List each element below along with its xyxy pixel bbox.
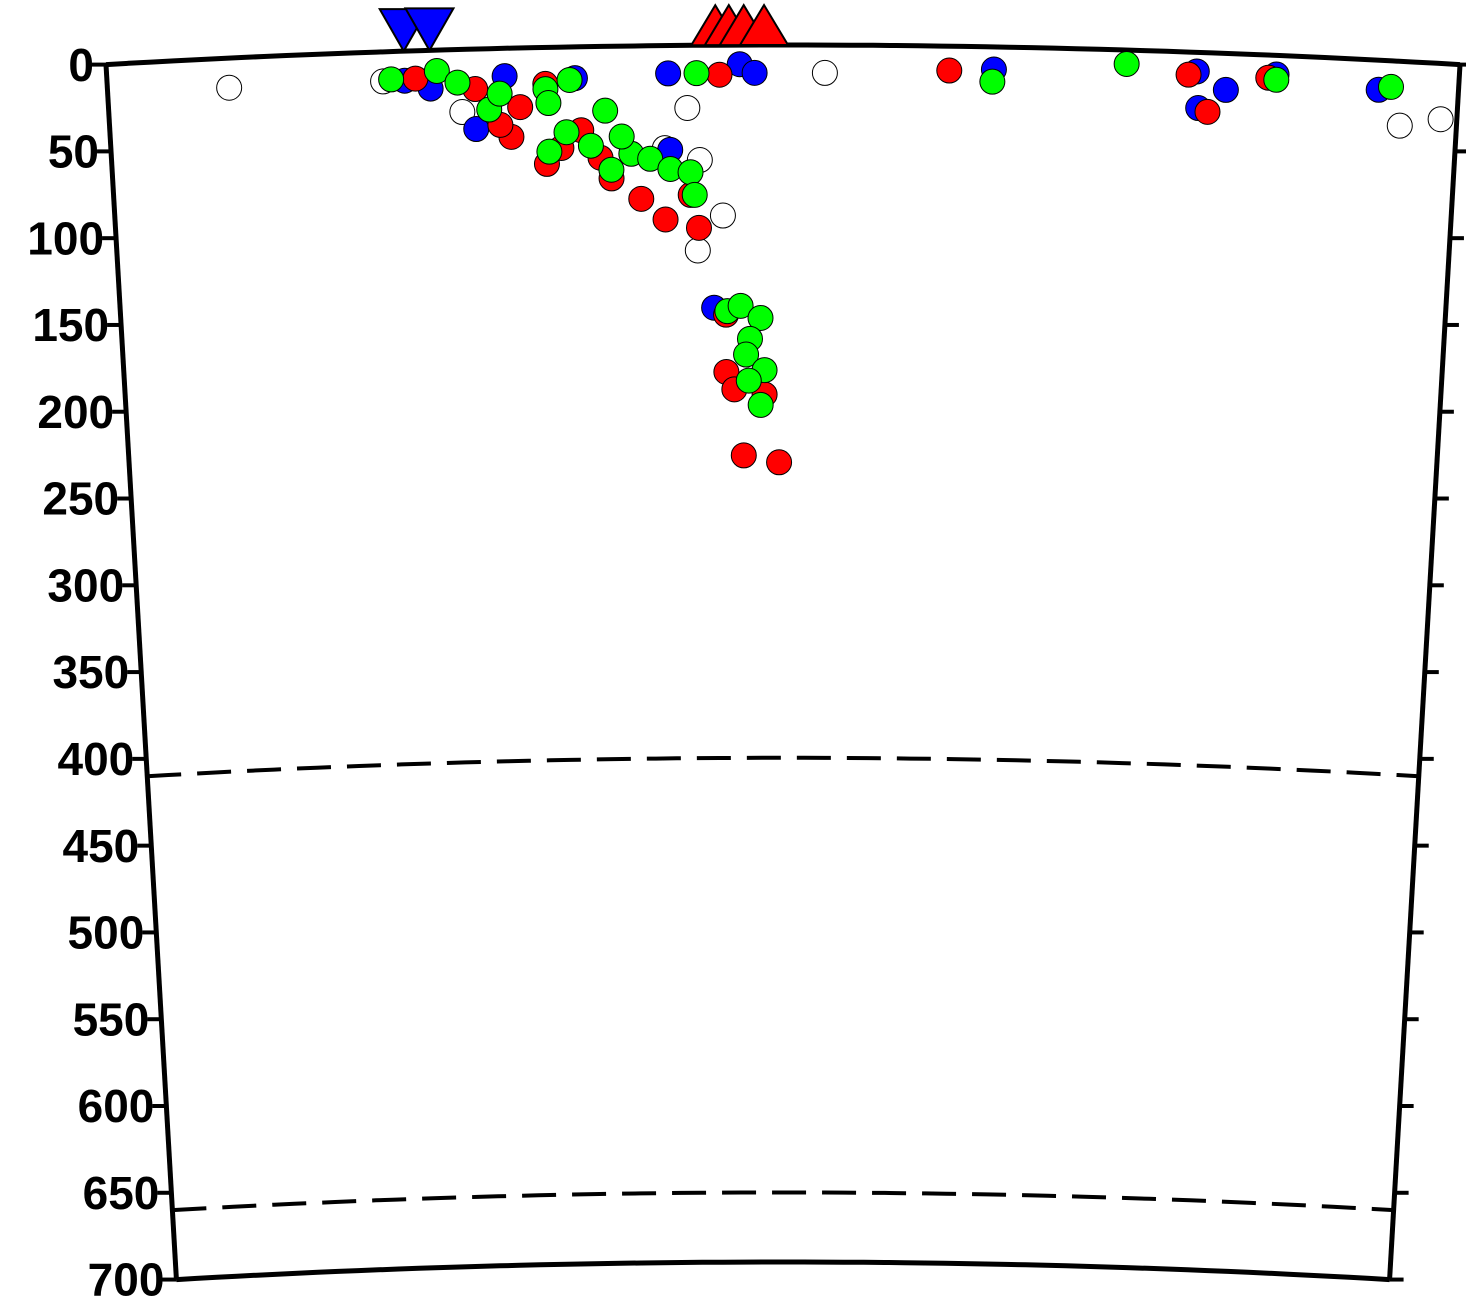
event-point [747, 304, 774, 331]
event-point [677, 159, 704, 186]
y-tick-label: 400 [57, 733, 134, 785]
event-point [727, 292, 754, 319]
y-tick-label: 650 [83, 1167, 160, 1219]
frame-bottom [176, 1259, 1390, 1283]
event-point [598, 156, 625, 183]
event-point [449, 99, 476, 126]
event-point [1194, 98, 1221, 125]
event-point [1378, 73, 1405, 100]
event-point [674, 94, 701, 121]
event-point [536, 138, 563, 165]
y-tick-label: 300 [47, 559, 124, 611]
event-point [1386, 112, 1413, 139]
event-point [216, 74, 243, 101]
event-point [766, 449, 793, 476]
event-point [1263, 66, 1290, 93]
event-point [486, 80, 513, 107]
event-point [507, 94, 534, 121]
event-point [735, 367, 762, 394]
event-point [535, 89, 562, 116]
y-tick-label: 550 [73, 993, 150, 1045]
event-point [811, 59, 838, 86]
event-point [655, 60, 682, 87]
event-point [681, 181, 708, 208]
y-tick-label: 100 [27, 212, 104, 264]
discontinuity-line [147, 755, 1419, 779]
event-point [936, 57, 963, 84]
event-point [683, 60, 710, 87]
y-tick-label: 450 [63, 820, 140, 872]
event-point [747, 391, 774, 418]
event-point [553, 119, 580, 146]
y-tick-label: 350 [52, 646, 129, 698]
event-point [706, 61, 733, 88]
y-tick-label: 200 [37, 386, 114, 438]
event-point [378, 66, 405, 93]
y-tick-label: 500 [68, 907, 145, 959]
y-tick-label: 50 [48, 126, 99, 178]
y-tick-label: 700 [88, 1254, 165, 1306]
frame-top [105, 42, 1461, 68]
event-point [577, 132, 604, 159]
event-point [730, 442, 757, 469]
event-point [592, 97, 619, 124]
event-point [1113, 50, 1140, 77]
event-point [608, 123, 635, 150]
event-point [1175, 61, 1202, 88]
event-point [556, 66, 583, 93]
event-point [423, 57, 450, 84]
event-point [628, 185, 655, 212]
event-point [709, 202, 736, 229]
event-point [1212, 76, 1239, 103]
event-point [685, 214, 712, 241]
y-tick-label: 0 [68, 39, 94, 91]
event-point [652, 206, 679, 233]
event-point [733, 341, 760, 368]
y-tick-label: 600 [78, 1080, 155, 1132]
y-tick-label: 150 [32, 299, 109, 351]
event-point [444, 69, 471, 96]
station [403, 7, 456, 53]
discontinuity-line [172, 1190, 1394, 1213]
event-point [1427, 106, 1454, 133]
event-point [741, 59, 768, 86]
y-tick-label: 250 [42, 473, 119, 525]
station [738, 3, 790, 47]
event-point [979, 68, 1006, 95]
event-point [684, 237, 711, 264]
